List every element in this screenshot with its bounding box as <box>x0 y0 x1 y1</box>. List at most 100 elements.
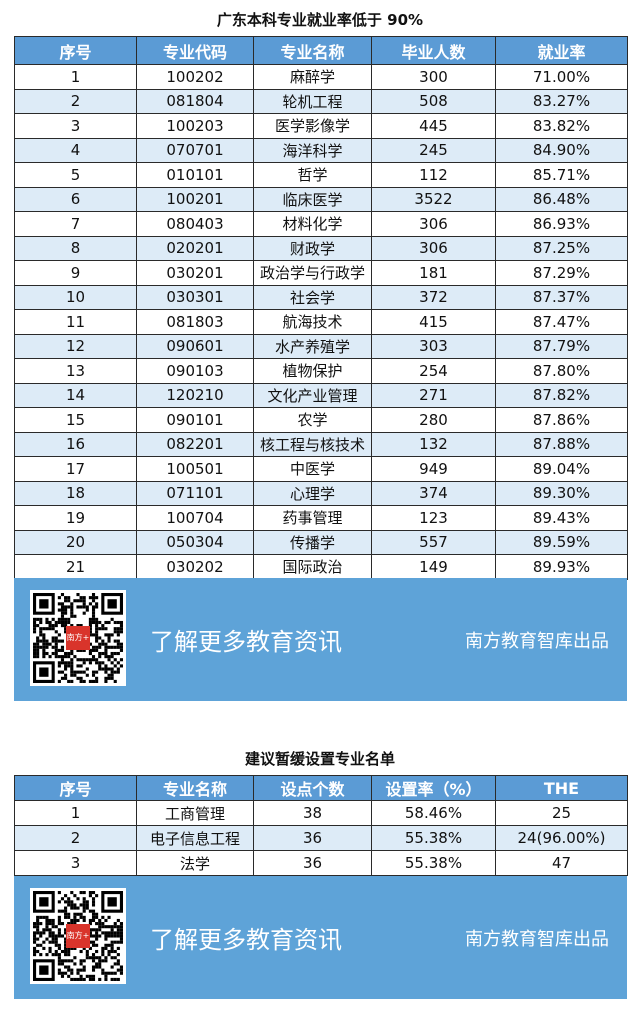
table-cell: 132 <box>371 431 496 457</box>
table-cell: 核工程与核技术 <box>253 431 372 457</box>
table-cell: 20 <box>14 529 137 555</box>
column-header: 就业率 <box>495 36 628 65</box>
table-cell: 9 <box>14 260 137 286</box>
table-cell: 030201 <box>136 260 254 286</box>
table-cell: 949 <box>371 456 496 482</box>
table-cell: 麻醉学 <box>253 64 372 90</box>
table-cell: 17 <box>14 456 137 482</box>
table-cell: 87.79% <box>495 333 628 359</box>
table-cell: 10 <box>14 284 137 310</box>
table-cell: 89.93% <box>495 554 628 580</box>
table-cell: 89.30% <box>495 480 628 506</box>
promo-banner[interactable]: 南方+ 了解更多教育资讯 南方教育智库出品 <box>14 578 627 701</box>
table-cell: 心理学 <box>253 480 372 506</box>
table-cell: 89.59% <box>495 529 628 555</box>
table-cell: 081804 <box>136 88 254 114</box>
table-cell: 020201 <box>136 235 254 261</box>
table-cell: 306 <box>371 235 496 261</box>
table-cell: 87.25% <box>495 235 628 261</box>
column-header: 专业名称 <box>253 36 372 65</box>
table-cell: 112 <box>371 162 496 188</box>
banner-main-text: 了解更多教育资讯 <box>150 926 342 954</box>
column-header: 序号 <box>14 36 137 65</box>
table-row: 4 070701 海洋科学 245 84.90% <box>14 137 628 163</box>
table-row: 9 030201 政治学与行政学 181 87.29% <box>14 260 628 286</box>
table-row: 12 090601 水产养殖学 303 87.79% <box>14 333 628 359</box>
table-cell: 4 <box>14 137 137 163</box>
employment-rate-table: 序号 专业代码 专业名称 毕业人数 就业率 1 100202 麻醉学 300 71.00% 2 08… <box>14 36 628 580</box>
table-cell: 280 <box>371 407 496 433</box>
table-cell: 11 <box>14 309 137 335</box>
table-cell: 15 <box>14 407 137 433</box>
table-row: 16 082201 核工程与核技术 132 87.88% <box>14 431 628 457</box>
table-cell: 12 <box>14 333 137 359</box>
table-cell: 090103 <box>136 358 254 384</box>
table-cell: 传播学 <box>253 529 372 555</box>
table-cell: 010101 <box>136 162 254 188</box>
table-cell: 2 <box>14 88 137 114</box>
column-header: 专业名称 <box>136 775 254 801</box>
table-cell: 300 <box>371 64 496 90</box>
table-cell: 38 <box>253 800 372 826</box>
table-cell: 55.38% <box>371 825 496 851</box>
table-cell: 医学影像学 <box>253 113 372 139</box>
table-cell: 21 <box>14 554 137 580</box>
table-row: 21 030202 国际政治 149 89.93% <box>14 554 628 580</box>
table-cell: 090101 <box>136 407 254 433</box>
table-row: 5 010101 哲学 112 85.71% <box>14 162 628 188</box>
table-row: 18 071101 心理学 374 89.30% <box>14 480 628 506</box>
table1-title: 广东本科专业就业率低于 90% <box>216 11 424 29</box>
table-cell: 86.93% <box>495 211 628 237</box>
table-cell: 6 <box>14 186 137 212</box>
column-header: 专业代码 <box>136 36 254 65</box>
table-cell: 19 <box>14 505 137 531</box>
table-cell: 18 <box>14 480 137 506</box>
table-row: 13 090103 植物保护 254 87.80% <box>14 358 628 384</box>
table-cell: 89.04% <box>495 456 628 482</box>
table-cell: 071101 <box>136 480 254 506</box>
table-cell: 5 <box>14 162 137 188</box>
table-row: 6 100201 临床医学 3522 86.48% <box>14 186 628 212</box>
table-cell: 16 <box>14 431 137 457</box>
table-cell: 药事管理 <box>253 505 372 531</box>
table-cell: 农学 <box>253 407 372 433</box>
table-cell: 2 <box>14 825 137 851</box>
table-cell: 082201 <box>136 431 254 457</box>
table-row: 20 050304 传播学 557 89.59% <box>14 529 628 555</box>
table-cell: 87.86% <box>495 407 628 433</box>
table-cell: 87.80% <box>495 358 628 384</box>
banner-publisher-text: 南方教育智库出品 <box>465 631 609 652</box>
promo-banner[interactable]: 南方+ 了解更多教育资讯 南方教育智库出品 <box>14 876 627 999</box>
table-cell: 557 <box>371 529 496 555</box>
table-cell: 7 <box>14 211 137 237</box>
table-cell: 123 <box>371 505 496 531</box>
table-cell: 87.88% <box>495 431 628 457</box>
column-header: 设置率（%） <box>371 775 496 801</box>
table-cell: 47 <box>495 850 628 876</box>
table-row: 3 法学 36 55.38% 47 <box>14 850 628 876</box>
table-cell: 13 <box>14 358 137 384</box>
qr-logo: 南方+ <box>66 626 90 650</box>
table-row: 1 100202 麻醉学 300 71.00% <box>14 64 628 90</box>
table-cell: 25 <box>495 800 628 826</box>
table-row: 14 120210 文化产业管理 271 87.82% <box>14 382 628 408</box>
table-cell: 081803 <box>136 309 254 335</box>
table-cell: 3 <box>14 113 137 139</box>
table-header-row: 序号 专业名称 设点个数 设置率（%） THE <box>14 775 628 801</box>
table-cell: 84.90% <box>495 137 628 163</box>
table-row: 7 080403 材料化学 306 86.93% <box>14 211 628 237</box>
table-cell: 100203 <box>136 113 254 139</box>
table-cell: 3522 <box>371 186 496 212</box>
table-cell: 372 <box>371 284 496 310</box>
table-header-row: 序号 专业代码 专业名称 毕业人数 就业率 <box>14 36 628 65</box>
table-cell: 58.46% <box>371 800 496 826</box>
table-cell: 36 <box>253 850 372 876</box>
table-cell: 71.00% <box>495 64 628 90</box>
table-cell: 14 <box>14 382 137 408</box>
table-cell: 415 <box>371 309 496 335</box>
table-cell: 100501 <box>136 456 254 482</box>
table-row: 15 090101 农学 280 87.86% <box>14 407 628 433</box>
banner-publisher-text: 南方教育智库出品 <box>465 929 609 950</box>
table-cell: 050304 <box>136 529 254 555</box>
table-cell: 181 <box>371 260 496 286</box>
